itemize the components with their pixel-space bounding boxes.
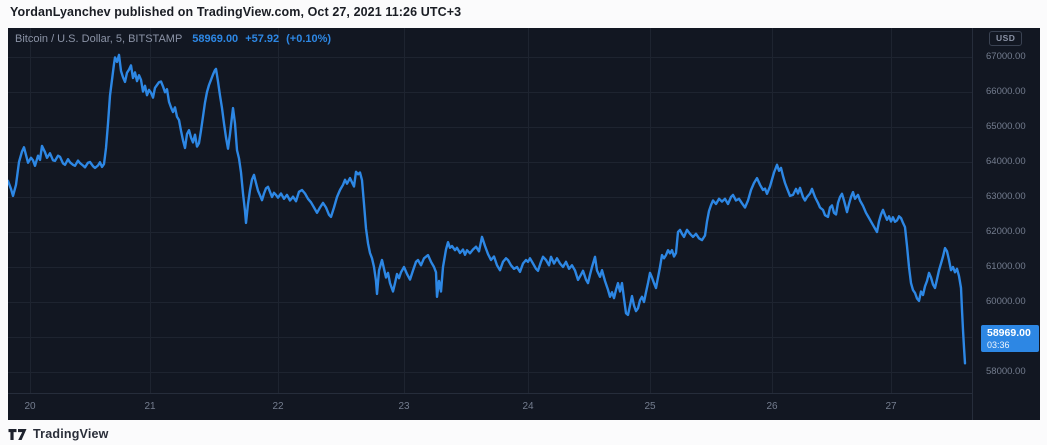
time-axis-label: 20 <box>24 401 36 412</box>
price-axis-label: 64000.00 <box>986 156 1026 167</box>
legend-symbol: Bitcoin / U.S. Dollar, 5, BITSTAMP <box>15 33 183 45</box>
price-axis[interactable]: USD 58969.00 03:36 67000.00 66000.00 65000… <box>972 28 1040 420</box>
currency-badge: USD <box>989 31 1023 46</box>
price-line-series <box>8 53 967 365</box>
time-axis-label: 21 <box>144 401 156 412</box>
time-axis-label: 23 <box>398 401 410 412</box>
footer-brand[interactable]: TradingView <box>8 426 109 442</box>
legend-last-price: 58969.00 <box>192 33 239 45</box>
price-axis-label: 65000.00 <box>986 121 1026 132</box>
price-line-chart <box>8 28 972 393</box>
attribution-text: YordanLyanchev published on TradingView.… <box>10 5 462 19</box>
price-axis-label: 62000.00 <box>986 226 1026 237</box>
plot-area[interactable] <box>8 28 972 393</box>
legend-change: +57.92 <box>245 33 280 45</box>
last-price-value: 58969.00 <box>987 327 1031 340</box>
price-axis-label: 66000.00 <box>986 86 1026 97</box>
price-axis-label: 60000.00 <box>986 296 1026 307</box>
price-axis-label: 61000.00 <box>986 261 1026 272</box>
time-axis-label: 22 <box>272 401 284 412</box>
tradingview-logo-icon <box>8 428 27 440</box>
time-axis-label: 26 <box>766 401 778 412</box>
price-axis-label: 58000.00 <box>986 366 1026 377</box>
chart-panel: Bitcoin / U.S. Dollar, 5, BITSTAMP 58969.… <box>8 28 1040 420</box>
chart-legend[interactable]: Bitcoin / U.S. Dollar, 5, BITSTAMP 58969.… <box>15 33 331 45</box>
last-price-label: 58969.00 03:36 <box>981 325 1039 353</box>
time-axis[interactable]: 20 21 22 23 24 25 26 27 <box>8 393 972 420</box>
price-axis-label: 63000.00 <box>986 191 1026 202</box>
time-axis-label: 25 <box>644 401 656 412</box>
time-axis-label: 27 <box>885 401 897 412</box>
legend-change-pct: (+0.10%) <box>286 33 332 45</box>
last-price-time: 03:36 <box>987 340 1010 351</box>
brand-text: TradingView <box>33 427 109 441</box>
price-axis-label: 67000.00 <box>986 51 1026 62</box>
time-axis-label: 24 <box>522 401 534 412</box>
